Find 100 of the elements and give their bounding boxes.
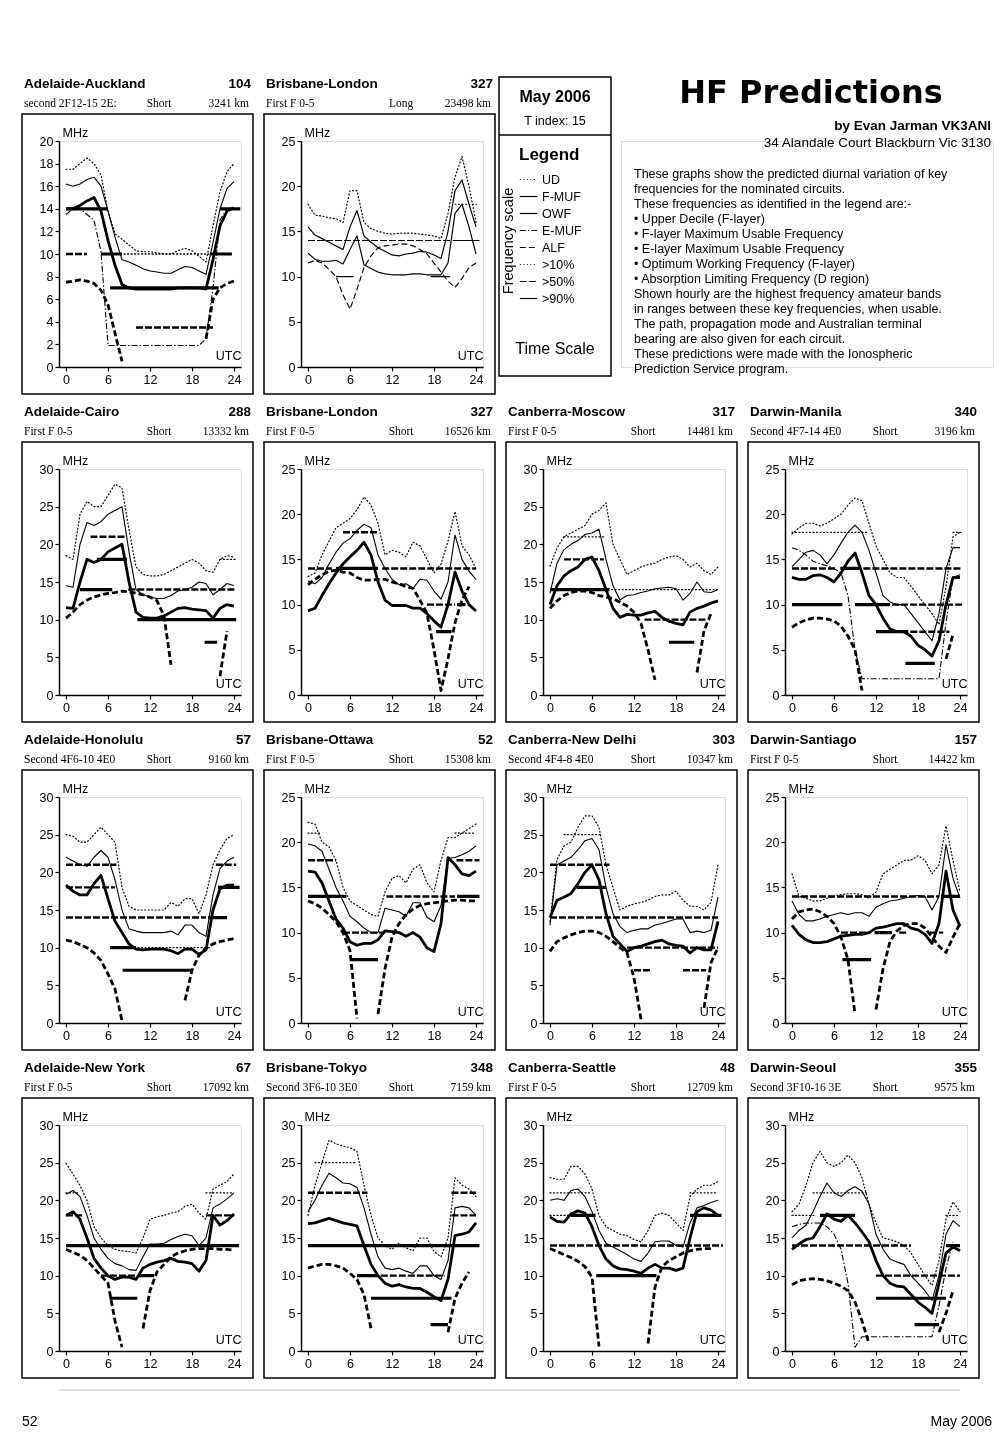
y-tick-label: 6 — [46, 292, 54, 307]
text: 10347 km — [686, 753, 734, 765]
x-tick-label: 6 — [831, 1356, 839, 1371]
chart-title: Adelaide-New York — [24, 1060, 146, 1075]
y-tick-label: 15 — [523, 1231, 538, 1246]
y-tick-label: 4 — [46, 315, 54, 330]
y-tick-label: 20 — [523, 865, 538, 880]
x-axis-title: UTC — [215, 1332, 242, 1347]
text: May 2006 — [519, 88, 591, 105]
chart-subtitle: First F 0-5 — [508, 1081, 557, 1093]
x-tick-label: 18 — [669, 700, 684, 715]
x-tick-label: 24 — [953, 1028, 968, 1043]
text: Short — [872, 425, 899, 437]
x-tick-label: 6 — [105, 700, 113, 715]
x-axis-title: UTC — [941, 1332, 968, 1347]
y-tick-label: 15 — [765, 552, 780, 567]
x-axis-title: UTC — [215, 676, 242, 691]
x-tick-label: 6 — [347, 372, 355, 387]
text: Short — [630, 1081, 657, 1093]
y-tick-label: 20 — [281, 179, 296, 194]
text: • E-layer Maximum Usable Frequency — [634, 242, 845, 256]
y-tick-label: 25 — [523, 1156, 538, 1171]
chart-subtitle: Second 3F6-10 3E0 — [266, 1081, 358, 1093]
text: 327 — [470, 76, 493, 91]
y-tick-label: 5 — [288, 1306, 296, 1321]
y-axis-title: MHz — [304, 125, 331, 140]
y-axis-title: MHz — [546, 781, 573, 796]
chart-title: Brisbane-London — [266, 404, 378, 419]
legend-label: OWF — [542, 206, 572, 221]
x-axis-title: UTC — [941, 676, 968, 691]
x-tick-label: 0 — [63, 372, 71, 387]
text: Short — [630, 425, 657, 437]
x-axis-title: UTC — [941, 1004, 968, 1019]
y-axis-title: MHz — [62, 125, 89, 140]
x-tick-label: 6 — [589, 700, 597, 715]
y-tick-label: 25 — [281, 462, 296, 477]
text: 16526 km — [444, 425, 492, 437]
y-tick-label: 25 — [765, 790, 780, 805]
y-tick-label: 0 — [288, 688, 296, 703]
x-tick-label: 18 — [911, 1028, 926, 1043]
y-tick-label: 0 — [530, 688, 538, 703]
y-tick-label: 30 — [39, 1118, 54, 1133]
x-tick-label: 6 — [589, 1028, 597, 1043]
y-axis-title: MHz — [304, 781, 331, 796]
x-tick-label: 12 — [627, 1356, 642, 1371]
y-tick-label: 30 — [39, 790, 54, 805]
y-tick-label: 15 — [523, 575, 538, 590]
text: • Optimum Working Frequency (F-layer) — [634, 257, 855, 271]
text: 355 — [954, 1060, 978, 1075]
x-tick-label: 12 — [869, 1356, 884, 1371]
text: Short — [872, 753, 899, 765]
x-tick-label: 0 — [63, 1356, 71, 1371]
x-tick-label: 0 — [63, 1028, 71, 1043]
y-tick-label: 10 — [281, 270, 296, 285]
legend-label: UD — [542, 172, 561, 187]
y-tick-label: 15 — [281, 880, 296, 895]
text: 104 — [228, 76, 252, 91]
y-tick-label: 0 — [46, 688, 54, 703]
x-axis-title: UTC — [457, 1332, 484, 1347]
text: 13332 km — [202, 425, 250, 437]
chart-subtitle: Second 4F6-10 4E0 — [24, 753, 116, 765]
y-tick-label: 20 — [39, 1193, 54, 1208]
x-tick-label: 0 — [789, 1028, 797, 1043]
y-tick-label: 25 — [281, 134, 296, 149]
x-tick-label: 12 — [385, 700, 400, 715]
x-tick-label: 18 — [427, 1028, 442, 1043]
y-tick-label: 5 — [288, 971, 296, 986]
chart-subtitle: First F 0-5 — [24, 1081, 73, 1093]
x-tick-label: 6 — [347, 1028, 355, 1043]
text: • Upper Decile (F-layer) — [634, 212, 765, 226]
chart-title: Canberra-Moscow — [508, 404, 626, 419]
x-tick-label: 24 — [469, 372, 484, 387]
y-axis-title: MHz — [788, 781, 815, 796]
text: Short — [388, 753, 415, 765]
y-axis-title: MHz — [62, 781, 89, 796]
x-tick-label: 6 — [105, 1028, 113, 1043]
y-tick-label: 20 — [765, 507, 780, 522]
chart-title: Darwin-Santiago — [750, 732, 857, 747]
x-tick-label: 24 — [227, 372, 242, 387]
y-tick-label: 0 — [46, 360, 54, 375]
text: 17092 km — [202, 1081, 250, 1093]
x-tick-label: 24 — [953, 700, 968, 715]
y-tick-label: 5 — [46, 650, 54, 665]
y-tick-label: 25 — [765, 462, 780, 477]
text: Time Scale — [515, 340, 595, 357]
x-tick-label: 18 — [185, 372, 200, 387]
y-tick-label: 8 — [46, 270, 54, 285]
x-axis-title: UTC — [457, 1004, 484, 1019]
x-tick-label: 0 — [547, 700, 555, 715]
y-tick-label: 20 — [765, 835, 780, 850]
y-tick-label: 16 — [39, 179, 54, 194]
y-tick-label: 30 — [523, 1118, 538, 1133]
text: by Evan Jarman VK3ANI — [834, 118, 991, 133]
text: 23498 km — [444, 97, 492, 109]
y-axis-title: MHz — [546, 453, 573, 468]
text: Shown hourly are the highest frequency amateur bands — [634, 287, 942, 301]
y-tick-label: 10 — [765, 926, 780, 941]
text: 288 — [228, 404, 252, 419]
x-tick-label: 24 — [227, 700, 242, 715]
y-tick-label: 0 — [46, 1016, 54, 1031]
